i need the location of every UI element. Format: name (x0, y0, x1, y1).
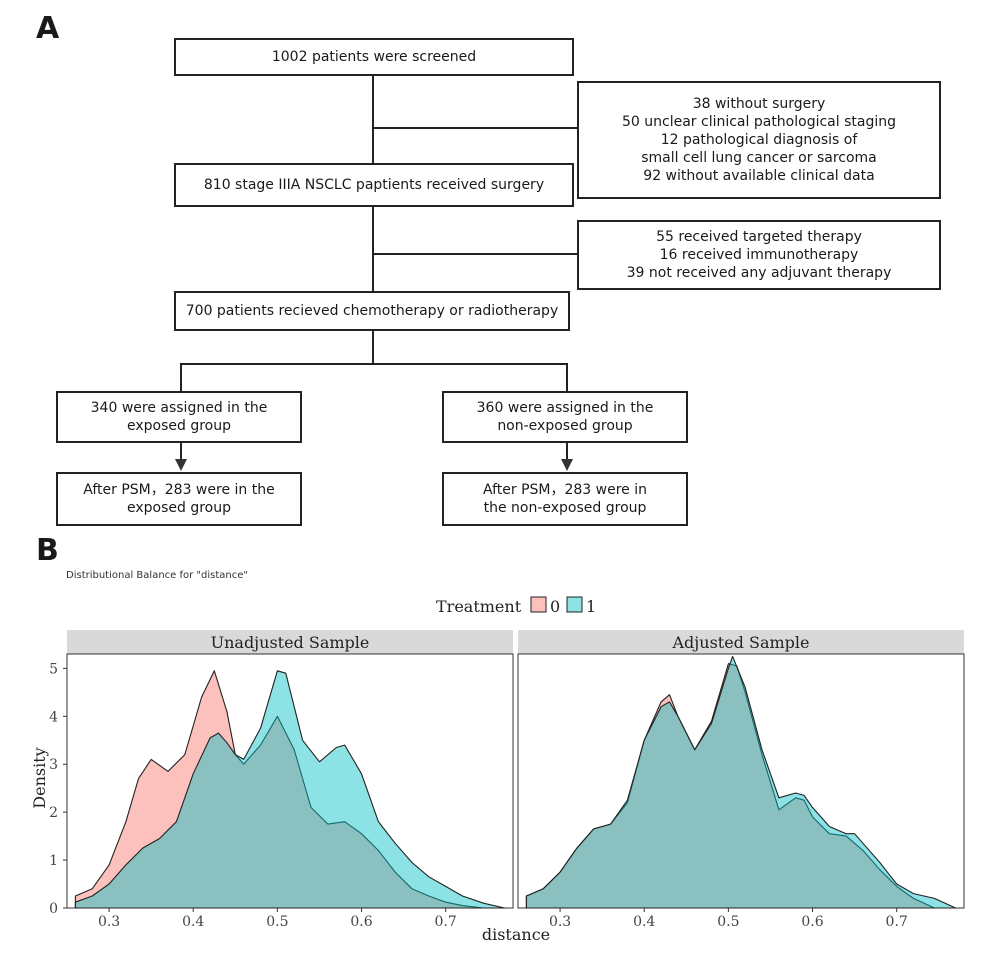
connector-line (566, 443, 568, 460)
figure-caption-cutoff (0, 946, 999, 956)
exclusion-line: 39 not received any adjuvant therapy (626, 265, 892, 281)
x-tick-label: 0.4 (182, 914, 204, 930)
x-tick-label: 0.4 (633, 914, 655, 930)
exposed-text: exposed group (126, 418, 231, 434)
density-area-treatment-0 (74, 670, 485, 909)
psm-nonexposed-text: After PSM，283 were in (483, 482, 647, 498)
y-tick-label: 2 (49, 805, 58, 821)
y-tick-label: 0 (49, 901, 58, 917)
x-tick-label: 0.5 (266, 914, 288, 930)
exclusion-line: 12 pathological diagnosis of (660, 132, 858, 148)
nonexposed-text: 360 were assigned in the (476, 400, 654, 416)
psm-exposed-text: After PSM，283 were in the (83, 482, 275, 498)
exposed-group-box: 340 were assigned in the exposed group (56, 391, 302, 443)
y-tick-label: 3 (49, 757, 58, 773)
connector-line (180, 363, 182, 392)
panel-b-label: B (36, 533, 59, 568)
facet-label-adjusted: Adjusted Sample (672, 633, 810, 652)
legend-swatch-0 (530, 596, 547, 613)
exclusion-line: 55 received targeted therapy (656, 229, 862, 245)
legend-title: Treatment (436, 597, 522, 616)
x-axis-label: distance (482, 925, 550, 944)
connector-line (372, 253, 579, 255)
y-tick-label: 1 (49, 853, 58, 869)
legend-label-1: 1 (586, 597, 596, 616)
arrow-down-icon (175, 459, 187, 471)
arrow-down-icon (561, 459, 573, 471)
chemo-text: 700 patients recieved chemotherapy or ra… (185, 303, 559, 319)
chemo-box: 700 patients recieved chemotherapy or ra… (174, 291, 570, 331)
y-axis-label: Density (30, 747, 49, 808)
exposed-text: 340 were assigned in the (90, 400, 268, 416)
panel-a-label: A (36, 11, 60, 46)
exclusion-line: 92 without available clinical data (643, 168, 875, 184)
legend-swatch-1 (566, 596, 583, 613)
axes: 0.3 0.4 0.5 0.6 0.7 0.3 0.4 0.5 0.6 0.7 0 1 2 3 4 5 (49, 661, 908, 930)
x-tick-label: 0.6 (801, 914, 823, 930)
exclusion-box-2: 55 received targeted therapy 16 received… (577, 220, 941, 290)
nonexposed-group-box: 360 were assigned in the non-exposed gro… (442, 391, 688, 443)
connector-line (372, 207, 374, 293)
screened-box: 1002 patients were screened (174, 38, 574, 76)
psm-nonexposed-text: the non-exposed group (483, 500, 647, 516)
nonexposed-text: non-exposed group (497, 418, 633, 434)
psm-exposed-text: exposed group (126, 500, 231, 516)
x-tick-label: 0.5 (717, 914, 739, 930)
density-chart: Treatment 0 1 Unadjusted Sample Adjusted… (30, 596, 965, 944)
x-tick-label: 0.6 (350, 914, 372, 930)
y-tick-label: 5 (49, 661, 58, 677)
screened-text: 1002 patients were screened (271, 49, 477, 65)
connector-line (566, 363, 568, 392)
facet-strip-adjusted (518, 630, 964, 654)
connector-line (372, 76, 374, 164)
y-tick-label: 4 (49, 709, 58, 725)
x-tick-label: 0.7 (435, 914, 457, 930)
surgery-box: 810 stage IIIA NSCLC paptients received … (174, 163, 574, 207)
x-tick-label: 0.3 (98, 914, 120, 930)
connector-line (372, 331, 374, 364)
density-panel-unadjusted (74, 670, 506, 909)
exclusion-line: 38 without surgery (692, 96, 826, 112)
facet-strip-unadjusted (67, 630, 513, 654)
x-tick-label: 0.3 (549, 914, 571, 930)
density-area-treatment-1 (525, 655, 957, 909)
surgery-text: 810 stage IIIA NSCLC paptients received … (203, 177, 545, 193)
exclusion-line: small cell lung cancer or sarcoma (641, 150, 877, 166)
exclusion-line: 16 received immunotherapy (659, 247, 859, 263)
psm-exposed-box: After PSM，283 were in the exposed group (56, 472, 302, 526)
density-panel-adjusted (525, 655, 957, 909)
exclusion-line: 50 unclear clinical pathological staging (622, 114, 896, 130)
connector-line (180, 363, 568, 365)
exclusion-box-1: 38 without surgery 50 unclear clinical p… (577, 81, 941, 199)
facet-label-unadjusted: Unadjusted Sample (211, 633, 370, 652)
x-tick-label: 0.7 (886, 914, 908, 930)
legend-label-0: 0 (550, 597, 560, 616)
psm-nonexposed-box: After PSM，283 were in the non-exposed gr… (442, 472, 688, 526)
connector-line (180, 443, 182, 460)
density-area-treatment-1 (74, 670, 506, 909)
connector-line (372, 127, 579, 129)
chart-subtitle: Distributional Balance for "distance" (66, 570, 248, 581)
